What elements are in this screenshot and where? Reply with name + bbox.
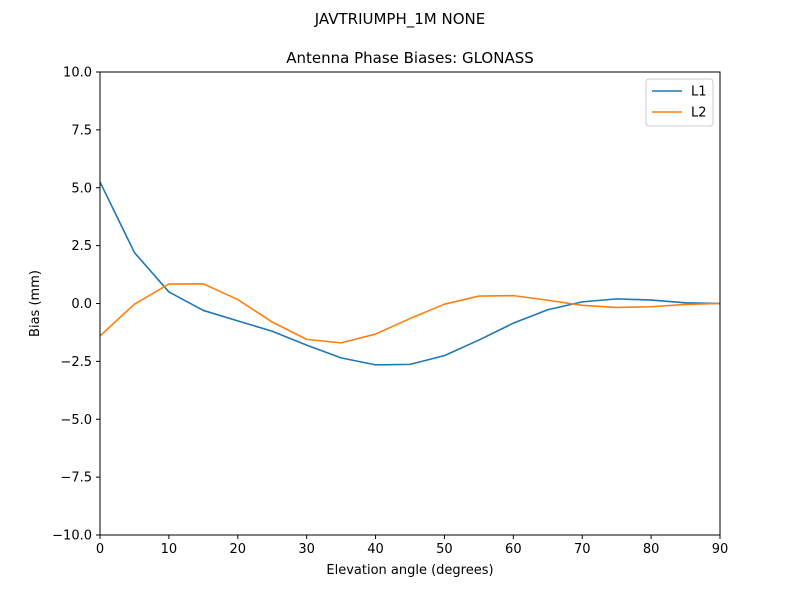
x-tick-label: 40: [367, 542, 384, 557]
plot-area: [99, 71, 721, 536]
x-axis-label: Elevation angle (degrees): [326, 563, 493, 578]
y-tick-label: −7.5: [60, 471, 92, 486]
y-tick-label: −5.0: [60, 413, 92, 428]
x-tick-label: 50: [436, 542, 453, 557]
x-axis: 0 10 20 30 40 50 60 70 80 90: [96, 535, 728, 557]
x-tick-label: 20: [230, 542, 247, 557]
y-axis: −10.0 −7.5 −5.0 −2.5 0.0 2.5 5.0 7.5 10.0: [52, 66, 100, 544]
legend-label-l1: L1: [691, 85, 707, 100]
y-tick-label: −2.5: [60, 355, 92, 370]
x-tick-label: 30: [298, 542, 315, 557]
x-tick-label: 0: [96, 542, 104, 557]
series-layer: [99, 181, 721, 366]
x-tick-label: 70: [574, 542, 591, 557]
chart-title: Antenna Phase Biases: GLONASS: [286, 49, 534, 67]
y-tick-label: 5.0: [71, 181, 92, 196]
chart-suptitle: JAVTRIUMPH_1M NONE: [314, 10, 485, 29]
y-tick-label: 0.0: [71, 297, 92, 312]
series-line-l1: [99, 181, 721, 366]
x-tick-label: 80: [643, 542, 660, 557]
x-tick-label: 10: [161, 542, 178, 557]
series-line-l2: [99, 283, 721, 344]
y-tick-label: 2.5: [71, 239, 92, 254]
x-tick-label: 90: [712, 542, 729, 557]
y-tick-label: 10.0: [63, 66, 92, 81]
y-tick-label: 7.5: [71, 123, 92, 138]
legend-label-l2: L2: [691, 106, 707, 121]
y-axis-label: Bias (mm): [28, 270, 43, 337]
plot-frame: [99, 71, 721, 536]
x-tick-label: 60: [505, 542, 522, 557]
y-tick-label: −10.0: [52, 529, 92, 544]
